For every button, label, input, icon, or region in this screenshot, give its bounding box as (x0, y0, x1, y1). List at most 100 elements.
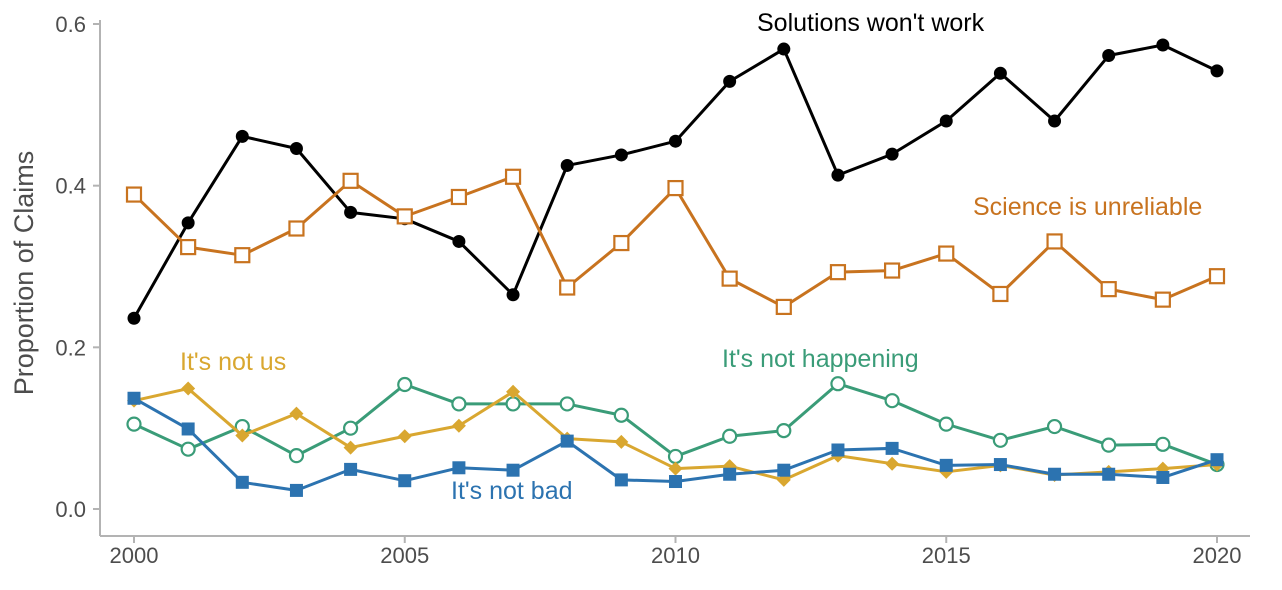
data-point (723, 74, 737, 88)
data-point (939, 114, 953, 128)
data-point (993, 458, 1007, 472)
data-point (344, 462, 358, 476)
x-tick-label: 2010 (651, 543, 700, 568)
series-science-is-unreliable (125, 168, 1226, 316)
data-point (506, 463, 520, 477)
series-labels: Solutions won't work Science is unreliab… (180, 9, 1202, 505)
series-solutions-wont-work (127, 38, 1224, 325)
data-point (451, 396, 467, 412)
data-point (452, 461, 466, 475)
data-point (234, 247, 251, 264)
x-tick-label: 2020 (1193, 543, 1242, 568)
data-point (777, 42, 791, 56)
data-point (830, 376, 846, 392)
data-point (883, 262, 901, 279)
data-point (235, 428, 250, 443)
series-label-science-is-unreliable: Science is unreliable (973, 193, 1202, 221)
data-point (614, 148, 628, 162)
series-its-not-bad (127, 391, 1224, 497)
data-point (180, 239, 197, 256)
data-point (1048, 114, 1062, 128)
data-point (939, 458, 953, 472)
x-tick-label: 2000 (110, 543, 159, 568)
data-point (885, 456, 900, 471)
data-point (669, 475, 682, 489)
data-point (560, 158, 574, 172)
data-point (613, 234, 630, 252)
data-point (396, 208, 413, 225)
data-point (1046, 233, 1063, 250)
data-point (181, 381, 196, 396)
data-point (1208, 268, 1226, 285)
data-point (180, 441, 196, 457)
data-point (885, 441, 899, 455)
data-point (181, 216, 195, 230)
data-point (289, 483, 303, 497)
data-point (938, 416, 954, 432)
data-point (343, 440, 358, 455)
data-point (993, 66, 1007, 80)
data-point (667, 179, 684, 197)
series-label-solutions-wont-work: Solutions won't work (757, 9, 985, 37)
data-point (560, 434, 574, 448)
data-point (1156, 38, 1170, 52)
data-point (1100, 281, 1117, 298)
data-point (342, 172, 359, 189)
data-point (668, 461, 683, 476)
data-point (288, 220, 305, 237)
data-point (397, 376, 413, 393)
series-its-not-happening (126, 376, 1225, 473)
y-tick-label: 0.0 (55, 497, 86, 522)
data-point (669, 134, 682, 148)
data-point (397, 429, 412, 444)
data-point (831, 443, 845, 457)
data-point (722, 428, 738, 444)
series-label-its-not-bad: It's not bad (451, 477, 573, 505)
data-point (1155, 436, 1171, 452)
data-point (1210, 453, 1224, 467)
series-label-its-not-happening: It's not happening (722, 345, 919, 373)
data-point (127, 311, 141, 325)
data-point (1154, 291, 1171, 308)
x-tick-label: 2005 (380, 543, 429, 568)
data-point (667, 448, 684, 465)
data-point (614, 473, 628, 487)
data-point (450, 188, 467, 206)
y-axis-title: Proportion of Claims (9, 151, 39, 396)
data-point (452, 234, 466, 248)
data-point (1046, 418, 1063, 435)
data-point (831, 168, 845, 182)
data-point (992, 285, 1009, 303)
data-point (885, 147, 899, 161)
data-point (1101, 437, 1117, 453)
data-point (721, 270, 738, 287)
data-point (127, 391, 141, 405)
ticks: 0.0 0.2 0.4 0.6 2000 2005 2010 2015 2020 (55, 12, 1241, 568)
x-tick-label: 2015 (922, 543, 971, 568)
data-point (777, 463, 791, 477)
data-point (1210, 64, 1224, 78)
data-point (829, 264, 847, 281)
data-point (235, 129, 249, 143)
data-point (343, 420, 359, 436)
data-point (288, 448, 305, 464)
data-point (992, 432, 1009, 448)
data-point (884, 393, 900, 409)
data-point (776, 422, 792, 439)
y-tick-label: 0.6 (55, 12, 86, 37)
data-point (126, 416, 142, 432)
y-tick-label: 0.2 (55, 335, 86, 360)
data-point (723, 467, 737, 481)
data-point (506, 384, 521, 399)
data-point (289, 406, 304, 421)
data-point (344, 205, 358, 219)
y-tick-label: 0.4 (55, 174, 86, 199)
data-point (614, 434, 629, 449)
data-point (506, 288, 520, 302)
data-point (559, 279, 576, 296)
data-point (613, 407, 629, 423)
data-point (398, 474, 412, 488)
data-point (235, 475, 249, 489)
data-point (938, 245, 955, 262)
